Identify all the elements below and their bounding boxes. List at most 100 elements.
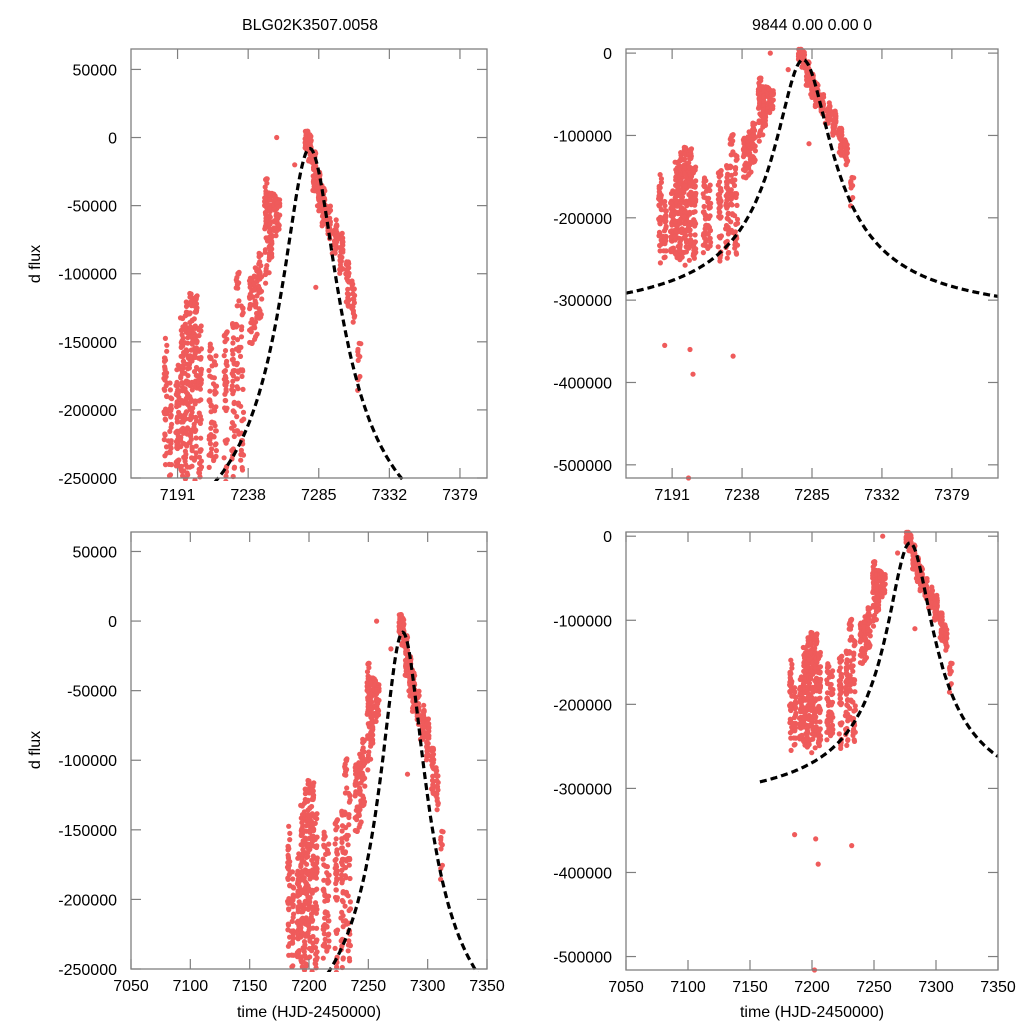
- data-point: [333, 862, 339, 868]
- data-point: [247, 291, 253, 297]
- data-point: [320, 943, 326, 949]
- data-point: [785, 67, 791, 73]
- data-point: [849, 843, 855, 849]
- data-point: [375, 689, 381, 695]
- data-point: [656, 229, 663, 235]
- plot-frame: [625, 48, 999, 479]
- data-point: [817, 670, 823, 676]
- data-point: [238, 327, 245, 333]
- data-point: [229, 357, 235, 363]
- data-point: [837, 665, 844, 671]
- data-point: [829, 673, 835, 680]
- data-point: [324, 896, 330, 903]
- data-point: [716, 234, 722, 240]
- data-point: [178, 444, 184, 450]
- data-point: [429, 762, 435, 768]
- data-point: [435, 787, 441, 793]
- data-point: [213, 353, 219, 359]
- data-point: [187, 319, 193, 326]
- data-point: [874, 595, 880, 601]
- model-curve: [759, 541, 998, 784]
- data-point: [268, 238, 275, 244]
- data-point: [717, 209, 723, 215]
- data-point: [805, 729, 811, 735]
- data-point: [749, 140, 755, 146]
- data-point: [213, 448, 219, 454]
- data-point: [728, 172, 735, 178]
- data-point: [929, 588, 935, 595]
- data-point: [424, 735, 430, 741]
- data-point: [733, 251, 740, 257]
- panel-bottom-right: 7050 7100 7150 7200 7250 7300 73500-100000-200…: [553, 529, 1016, 1021]
- title-left: BLG02K3507.0058: [242, 17, 378, 34]
- data-point: [231, 423, 237, 429]
- data-point: [948, 668, 954, 675]
- data-point: [937, 610, 944, 616]
- data-point: [211, 375, 217, 381]
- data-point: [851, 738, 858, 745]
- data-point: [183, 462, 189, 468]
- data-point: [357, 373, 363, 380]
- data-point: [206, 367, 212, 374]
- data-point: [938, 629, 944, 636]
- data-point: [247, 327, 253, 333]
- data-point: [251, 287, 258, 293]
- data-point: [787, 675, 793, 681]
- plot-frame: [130, 48, 488, 479]
- data-point: [264, 176, 270, 182]
- data-point: [404, 771, 411, 777]
- data-point: [233, 285, 239, 291]
- data-point: [333, 928, 339, 934]
- data-point: [305, 894, 311, 900]
- data-point: [198, 435, 204, 441]
- data-point: [374, 701, 380, 707]
- data-point: [440, 829, 446, 835]
- data-point: [287, 837, 293, 843]
- data-point: [824, 737, 830, 743]
- data-point: [337, 270, 343, 276]
- data-point: [345, 832, 351, 839]
- data-point: [337, 245, 343, 251]
- data-point: [343, 865, 349, 871]
- data-point: [237, 636, 242, 641]
- data-point: [824, 690, 831, 696]
- data-point: [788, 671, 794, 677]
- data-point: [174, 458, 181, 464]
- data-point: [770, 103, 776, 109]
- data-point: [690, 170, 697, 176]
- data-point: [788, 747, 794, 754]
- data-point: [376, 708, 382, 714]
- data-point: [662, 214, 668, 220]
- data-point: [429, 745, 435, 751]
- data-point: [193, 625, 198, 630]
- y-tick-label: -200000: [553, 211, 612, 228]
- data-point: [162, 462, 169, 468]
- data-point: [662, 237, 668, 243]
- x-tick-label: 7238: [724, 487, 760, 504]
- data-point: [252, 274, 259, 280]
- data-point: [715, 192, 721, 198]
- data-point: [309, 787, 315, 793]
- data-point: [715, 244, 721, 250]
- data-point: [339, 839, 345, 846]
- data-point: [268, 254, 274, 260]
- data-point: [191, 457, 197, 463]
- data-point: [314, 834, 320, 840]
- data-point: [262, 247, 268, 253]
- data-point: [734, 216, 741, 222]
- data-point: [167, 406, 173, 412]
- data-point: [865, 625, 871, 631]
- data-point: [850, 663, 856, 669]
- data-point: [251, 323, 257, 330]
- data-point: [313, 903, 319, 909]
- data-point: [661, 255, 667, 261]
- data-point: [360, 774, 366, 780]
- data-point: [435, 802, 441, 808]
- data-point: [178, 428, 184, 434]
- y-tick-label: -500000: [553, 950, 612, 967]
- data-point: [289, 918, 295, 925]
- data-point: [339, 828, 345, 834]
- data-point: [728, 219, 734, 225]
- data-point: [192, 838, 197, 843]
